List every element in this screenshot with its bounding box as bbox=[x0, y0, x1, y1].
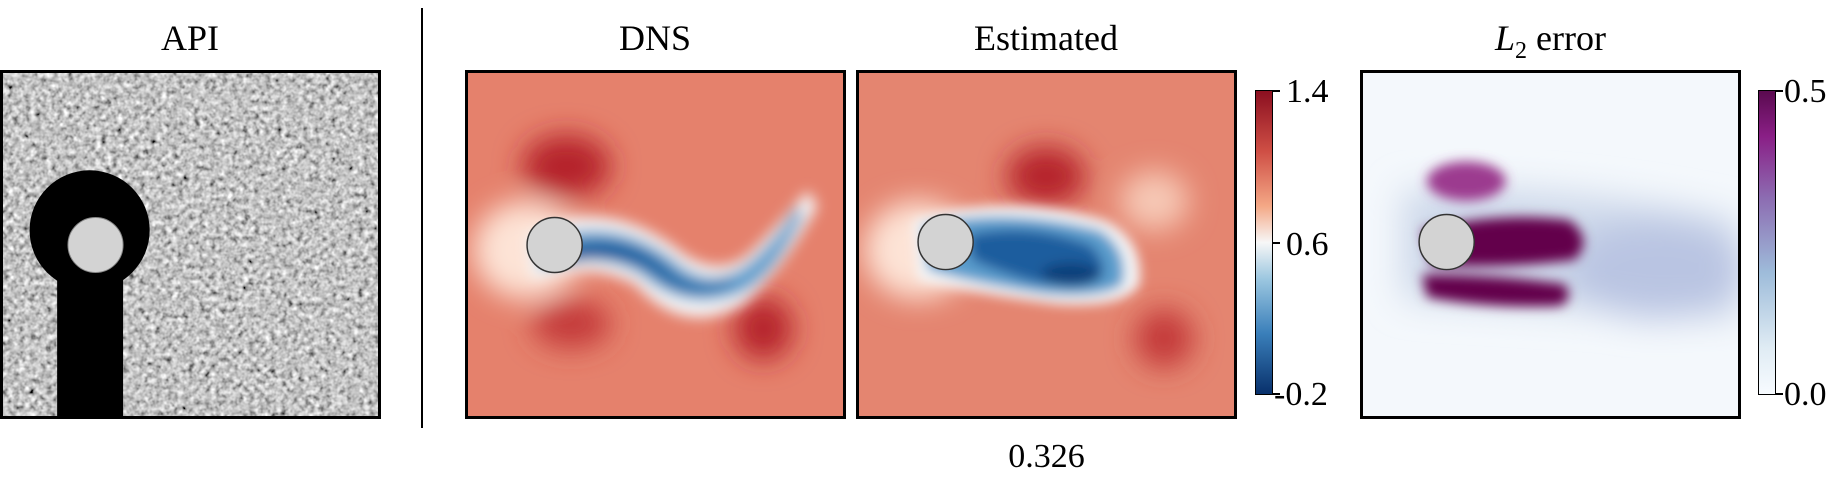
error-field-panel bbox=[1360, 70, 1741, 419]
error-title-subscript: 2 bbox=[1515, 38, 1528, 65]
error-panel-title: L2 error bbox=[1360, 20, 1741, 63]
velocity-mid-label: 0.6 bbox=[1286, 226, 1329, 263]
tick-mark bbox=[1273, 90, 1280, 92]
api-image bbox=[3, 73, 378, 416]
error-title-text: error bbox=[1536, 18, 1606, 58]
dns-field-panel bbox=[465, 70, 846, 419]
estimated-field-panel bbox=[856, 70, 1237, 419]
tick-mark bbox=[1776, 393, 1783, 395]
cylinder-icon bbox=[917, 213, 974, 271]
velocity-max-label: 1.4 bbox=[1286, 73, 1329, 110]
error-colorbar bbox=[1758, 90, 1776, 395]
velocity-colorbar bbox=[1255, 90, 1273, 395]
error-min-label: 0.0 bbox=[1784, 376, 1827, 413]
api-image-panel bbox=[0, 70, 381, 419]
error-max-label: 0.5 bbox=[1784, 73, 1827, 110]
dns-field bbox=[468, 73, 843, 416]
cylinder-icon bbox=[526, 216, 583, 274]
tick-mark bbox=[1273, 393, 1280, 395]
cylinder-icon bbox=[1418, 213, 1475, 271]
estimated-field bbox=[859, 73, 1234, 416]
tick-mark bbox=[1776, 90, 1783, 92]
cylinder-icon bbox=[67, 216, 124, 274]
error-metric-value: 0.326 bbox=[1008, 438, 1085, 475]
velocity-min-label: -0.2 bbox=[1274, 376, 1328, 413]
estimated-panel-title: Estimated bbox=[974, 18, 1118, 58]
error-field bbox=[1363, 73, 1738, 416]
section-divider bbox=[421, 8, 423, 428]
dns-panel-title: DNS bbox=[618, 18, 692, 58]
api-panel-title: API bbox=[160, 18, 219, 58]
tick-mark bbox=[1273, 242, 1280, 244]
error-title-symbol: L bbox=[1495, 18, 1516, 58]
